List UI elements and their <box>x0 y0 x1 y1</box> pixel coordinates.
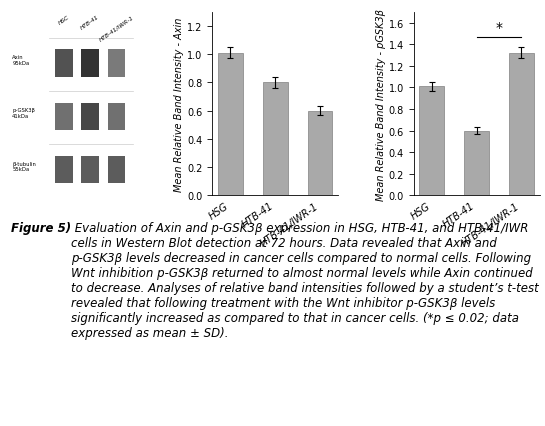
Y-axis label: Mean Relative Band Intensity - pGSK3β: Mean Relative Band Intensity - pGSK3β <box>376 9 386 200</box>
Bar <box>509 54 534 196</box>
Bar <box>218 54 243 196</box>
Bar <box>420 87 444 196</box>
Text: β-tubulin
55kDa: β-tubulin 55kDa <box>12 161 36 172</box>
Text: *: * <box>495 21 502 35</box>
Text: HTB-41: HTB-41 <box>80 14 100 31</box>
Bar <box>263 83 288 196</box>
Bar <box>108 104 125 131</box>
Bar <box>464 131 489 196</box>
Bar <box>81 50 99 78</box>
Y-axis label: Mean Relative Band Intensity - Axin: Mean Relative Band Intensity - Axin <box>174 17 184 191</box>
Bar <box>81 157 99 184</box>
Text: p-GSK3β
41kDa: p-GSK3β 41kDa <box>12 108 35 119</box>
Text: HSC: HSC <box>57 14 70 26</box>
Bar <box>55 157 72 184</box>
Text: Axin
95kDa: Axin 95kDa <box>12 55 29 66</box>
Bar <box>81 104 99 131</box>
Bar <box>55 50 72 78</box>
Bar <box>108 157 125 184</box>
Text: HTB-41/IWR-1: HTB-41/IWR-1 <box>99 14 135 42</box>
Bar <box>55 104 72 131</box>
Bar <box>108 50 125 78</box>
Text: Figure 5): Figure 5) <box>11 222 71 234</box>
Bar <box>308 112 332 196</box>
Text: Evaluation of Axin and p-GSK3β expression in HSG, HTB-41, and HTB-41/IWR cells i: Evaluation of Axin and p-GSK3β expressio… <box>71 222 538 339</box>
